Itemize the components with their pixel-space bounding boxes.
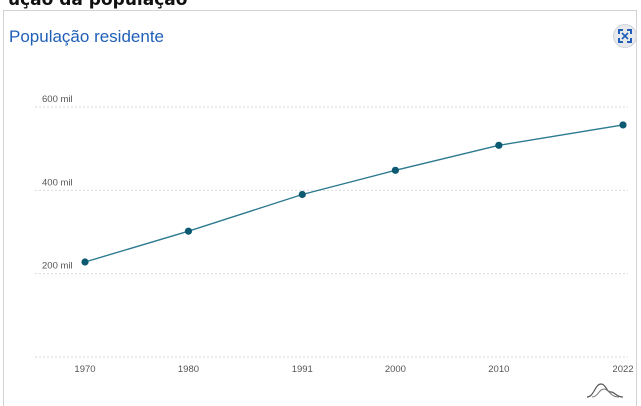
data-point[interactable]	[298, 190, 306, 199]
data-points	[81, 121, 627, 266]
y-tick-label: 400 mil	[42, 177, 73, 188]
data-point[interactable]	[81, 258, 89, 266]
series-line-path	[84, 124, 624, 263]
x-tick-label: 1991	[292, 364, 313, 375]
x-tick-label: 2010	[488, 364, 509, 375]
chart-type-toggle[interactable]	[586, 381, 624, 399]
x-tick-label: 1970	[74, 364, 95, 375]
partial-heading-text: ução da população	[8, 0, 188, 10]
y-axis-tick-labels: 200 mil 400 mil 600 mil	[42, 94, 73, 272]
bell-curve-icon	[586, 383, 624, 398]
expand-button[interactable]	[614, 25, 636, 47]
x-tick-label: 2000	[385, 364, 406, 375]
grid-lines	[35, 106, 628, 358]
data-point[interactable]	[619, 121, 627, 129]
card-title: População residente	[9, 27, 165, 46]
population-chart-card	[3, 10, 637, 406]
data-point[interactable]	[391, 166, 399, 174]
data-point[interactable]	[184, 227, 193, 235]
y-tick-label: 200 mil	[42, 261, 73, 272]
partial-page-heading: ução da população	[0, 0, 641, 10]
expand-icon	[618, 29, 632, 43]
data-point[interactable]	[495, 141, 503, 149]
y-tick-label: 600 mil	[42, 94, 73, 105]
x-tick-label: 2022	[612, 364, 633, 375]
x-axis-tick-labels: 1970 1980 1991 2000 2010 2022	[74, 364, 633, 375]
x-tick-label: 1980	[178, 364, 199, 375]
series-line	[84, 124, 624, 263]
